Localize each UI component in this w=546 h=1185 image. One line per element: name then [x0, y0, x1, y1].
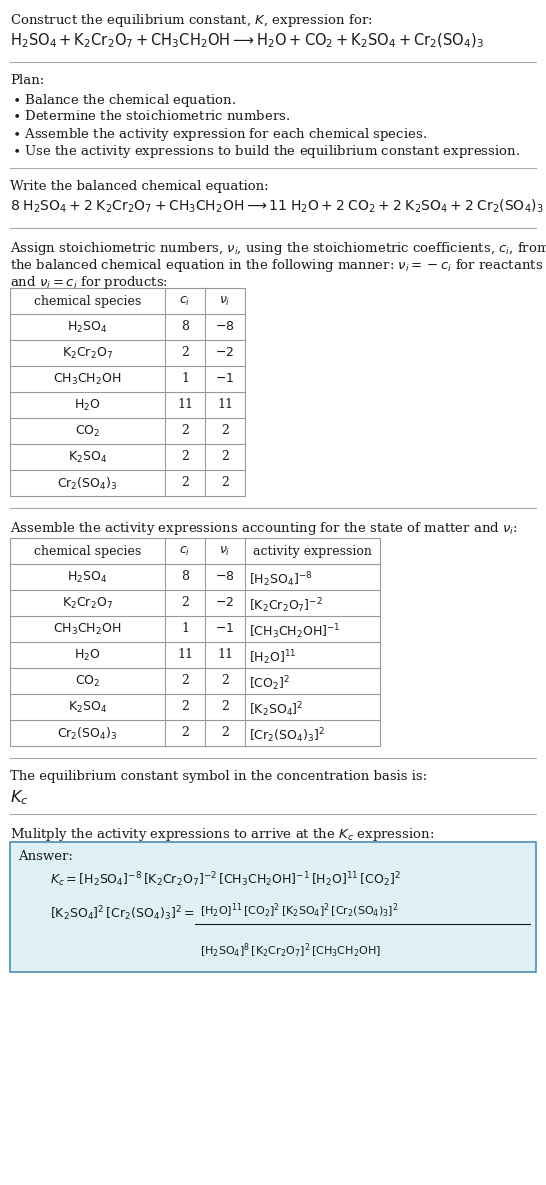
Text: $\mathrm{CH_3CH_2OH}$: $\mathrm{CH_3CH_2OH}$	[54, 372, 122, 387]
Text: Assign stoichiometric numbers, $\nu_i$, using the stoichiometric coefficients, $: Assign stoichiometric numbers, $\nu_i$, …	[10, 241, 546, 257]
Text: $\bullet$ Assemble the activity expression for each chemical species.: $\bullet$ Assemble the activity expressi…	[12, 126, 427, 143]
Text: 2: 2	[181, 726, 189, 739]
Text: 2: 2	[181, 674, 189, 687]
Text: 8: 8	[181, 570, 189, 583]
Text: 2: 2	[221, 450, 229, 463]
Text: $\mathrm{K_2Cr_2O_7}$: $\mathrm{K_2Cr_2O_7}$	[62, 596, 113, 611]
Text: $\mathrm{CH_3CH_2OH}$: $\mathrm{CH_3CH_2OH}$	[54, 622, 122, 638]
Text: $K_c = [\mathrm{H_2SO_4}]^{-8}\,[\mathrm{K_2Cr_2O_7}]^{-2}\,[\mathrm{CH_3CH_2OH}: $K_c = [\mathrm{H_2SO_4}]^{-8}\,[\mathrm…	[50, 870, 401, 889]
Text: 11: 11	[177, 648, 193, 661]
Text: $[\mathrm{K_2SO_4}]^{2}\,[\mathrm{Cr_2(SO_4)_3}]^{2} = $: $[\mathrm{K_2SO_4}]^{2}\,[\mathrm{Cr_2(S…	[50, 904, 195, 923]
Text: 11: 11	[177, 398, 193, 411]
Text: $\mathrm{H_2O}$: $\mathrm{H_2O}$	[74, 648, 101, 664]
Text: 2: 2	[221, 726, 229, 739]
Text: Write the balanced chemical equation:: Write the balanced chemical equation:	[10, 180, 269, 193]
Text: The equilibrium constant symbol in the concentration basis is:: The equilibrium constant symbol in the c…	[10, 770, 427, 783]
Text: 2: 2	[181, 424, 189, 437]
Text: $-8$: $-8$	[215, 570, 235, 583]
Text: activity expression: activity expression	[253, 545, 372, 558]
Text: 1: 1	[181, 622, 189, 635]
Text: the balanced chemical equation in the following manner: $\nu_i = -c_i$ for react: the balanced chemical equation in the fo…	[10, 257, 543, 274]
Text: $-1$: $-1$	[215, 372, 235, 385]
Text: $[\mathrm{Cr_2(SO_4)_3}]^{2}$: $[\mathrm{Cr_2(SO_4)_3}]^{2}$	[249, 726, 325, 744]
Text: and $\nu_i = c_i$ for products:: and $\nu_i = c_i$ for products:	[10, 274, 168, 292]
Text: $\mathrm{8\;H_2SO_4 + 2\;K_2Cr_2O_7 + CH_3CH_2OH \longrightarrow 11\;H_2O + 2\;C: $\mathrm{8\;H_2SO_4 + 2\;K_2Cr_2O_7 + CH…	[10, 198, 544, 216]
Text: $[\mathrm{K_2SO_4}]^{2}$: $[\mathrm{K_2SO_4}]^{2}$	[249, 700, 304, 718]
Text: $\mathrm{CO_2}$: $\mathrm{CO_2}$	[75, 674, 100, 690]
Text: chemical species: chemical species	[34, 295, 141, 308]
Text: 8: 8	[181, 320, 189, 333]
Text: 2: 2	[221, 700, 229, 713]
Text: $[\mathrm{K_2Cr_2O_7}]^{-2}$: $[\mathrm{K_2Cr_2O_7}]^{-2}$	[249, 596, 323, 615]
Text: 2: 2	[181, 476, 189, 489]
Text: 2: 2	[181, 596, 189, 609]
Text: 1: 1	[181, 372, 189, 385]
Text: $\nu_i$: $\nu_i$	[219, 295, 231, 308]
Bar	[10, 288, 245, 497]
Text: $\mathrm{H_2SO_4 + K_2Cr_2O_7 + CH_3CH_2OH \longrightarrow H_2O + CO_2 + K_2SO_4: $\mathrm{H_2SO_4 + K_2Cr_2O_7 + CH_3CH_2…	[10, 32, 484, 51]
Text: $\mathrm{Cr_2(SO_4)_3}$: $\mathrm{Cr_2(SO_4)_3}$	[57, 476, 118, 492]
Text: 2: 2	[221, 476, 229, 489]
Text: $[\mathrm{CH_3CH_2OH}]^{-1}$: $[\mathrm{CH_3CH_2OH}]^{-1}$	[249, 622, 341, 641]
Text: 11: 11	[217, 648, 233, 661]
Text: $[\mathrm{H_2SO_4}]^{8}\,[\mathrm{K_2Cr_2O_7}]^{2}\,[\mathrm{CH_3CH_2OH}]$: $[\mathrm{H_2SO_4}]^{8}\,[\mathrm{K_2Cr_…	[200, 942, 381, 960]
Text: $[\mathrm{H_2O}]^{11}\,[\mathrm{CO_2}]^{2}\,[\mathrm{K_2SO_4}]^{2}\,[\mathrm{Cr_: $[\mathrm{H_2O}]^{11}\,[\mathrm{CO_2}]^{…	[200, 902, 399, 921]
Text: Mulitply the activity expressions to arrive at the $K_c$ expression:: Mulitply the activity expressions to arr…	[10, 826, 434, 843]
Text: $-2$: $-2$	[216, 346, 235, 359]
FancyBboxPatch shape	[10, 843, 536, 972]
Text: 11: 11	[217, 398, 233, 411]
Text: 2: 2	[221, 674, 229, 687]
Text: chemical species: chemical species	[34, 545, 141, 558]
Text: $\bullet$ Balance the chemical equation.: $\bullet$ Balance the chemical equation.	[12, 92, 236, 109]
Text: $[\mathrm{H_2O}]^{11}$: $[\mathrm{H_2O}]^{11}$	[249, 648, 296, 667]
Text: $[\mathrm{CO_2}]^{2}$: $[\mathrm{CO_2}]^{2}$	[249, 674, 290, 693]
Text: $\nu_i$: $\nu_i$	[219, 545, 231, 558]
Text: Assemble the activity expressions accounting for the state of matter and $\nu_i$: Assemble the activity expressions accoun…	[10, 520, 518, 537]
Text: Answer:: Answer:	[18, 850, 73, 863]
Text: 2: 2	[181, 346, 189, 359]
Text: 2: 2	[221, 424, 229, 437]
Text: $\mathrm{CO_2}$: $\mathrm{CO_2}$	[75, 424, 100, 440]
Text: $-2$: $-2$	[216, 596, 235, 609]
Text: $\mathrm{H_2SO_4}$: $\mathrm{H_2SO_4}$	[67, 320, 108, 335]
Text: $\mathrm{H_2O}$: $\mathrm{H_2O}$	[74, 398, 101, 414]
Text: $-1$: $-1$	[215, 622, 235, 635]
Text: $\mathrm{K_2SO_4}$: $\mathrm{K_2SO_4}$	[68, 450, 107, 465]
Text: $K_c$: $K_c$	[10, 788, 28, 807]
Text: $\mathrm{H_2SO_4}$: $\mathrm{H_2SO_4}$	[67, 570, 108, 585]
Text: $\mathrm{K_2Cr_2O_7}$: $\mathrm{K_2Cr_2O_7}$	[62, 346, 113, 361]
Text: $\mathrm{K_2SO_4}$: $\mathrm{K_2SO_4}$	[68, 700, 107, 715]
Text: $c_i$: $c_i$	[180, 545, 191, 558]
Text: 2: 2	[181, 700, 189, 713]
Text: $c_i$: $c_i$	[180, 295, 191, 308]
Text: $\mathrm{Cr_2(SO_4)_3}$: $\mathrm{Cr_2(SO_4)_3}$	[57, 726, 118, 742]
Text: Plan:: Plan:	[10, 73, 44, 87]
Text: $-8$: $-8$	[215, 320, 235, 333]
Text: Construct the equilibrium constant, $K$, expression for:: Construct the equilibrium constant, $K$,…	[10, 12, 373, 28]
Text: 2: 2	[181, 450, 189, 463]
Bar	[10, 538, 380, 747]
Text: $\bullet$ Determine the stoichiometric numbers.: $\bullet$ Determine the stoichiometric n…	[12, 109, 290, 123]
Text: $[\mathrm{H_2SO_4}]^{-8}$: $[\mathrm{H_2SO_4}]^{-8}$	[249, 570, 312, 589]
Text: $\bullet$ Use the activity expressions to build the equilibrium constant express: $\bullet$ Use the activity expressions t…	[12, 143, 520, 160]
